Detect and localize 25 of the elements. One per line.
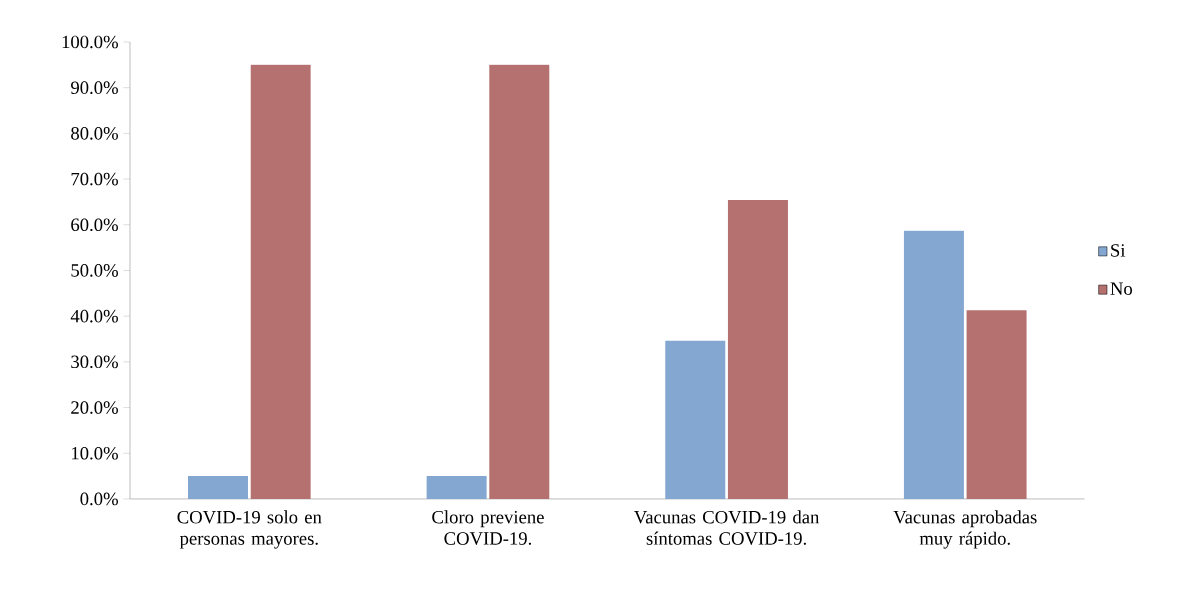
legend-label: Si xyxy=(1111,244,1126,257)
bar xyxy=(489,64,550,499)
x-tick-label: Cloro previene COVID-19. xyxy=(432,510,544,545)
y-tick-label: 0.0% xyxy=(80,492,118,506)
x-tick-label: Vacunas COVID-19 dan síntomas COVID-19. xyxy=(634,510,820,545)
y-tick-label: 60.0% xyxy=(71,218,118,232)
bar xyxy=(665,340,726,499)
y-tick-label: 100.0% xyxy=(62,35,118,49)
bar xyxy=(903,230,964,499)
y-tick-label: 40.0% xyxy=(70,309,118,323)
bar xyxy=(187,476,248,499)
y-tick-label: 30.0% xyxy=(71,355,118,369)
y-tick-label: 10.0% xyxy=(72,446,118,460)
bar xyxy=(426,476,487,499)
bar xyxy=(966,310,1027,499)
x-tick-label: COVID-19 solo en personas mayores. xyxy=(177,510,322,549)
y-tick-label: 20.0% xyxy=(71,401,118,414)
y-tick-label: 50.0% xyxy=(71,264,118,277)
y-tick-label: 80.0% xyxy=(71,127,118,140)
y-tick-label: 70.0% xyxy=(71,172,118,186)
y-tick-label: 90.0% xyxy=(71,81,118,95)
bar xyxy=(250,64,311,499)
bar xyxy=(727,200,788,499)
legend-label: No xyxy=(1110,282,1133,295)
x-tick-label: Vacunas aprobadas muy rápido. xyxy=(893,510,1037,549)
